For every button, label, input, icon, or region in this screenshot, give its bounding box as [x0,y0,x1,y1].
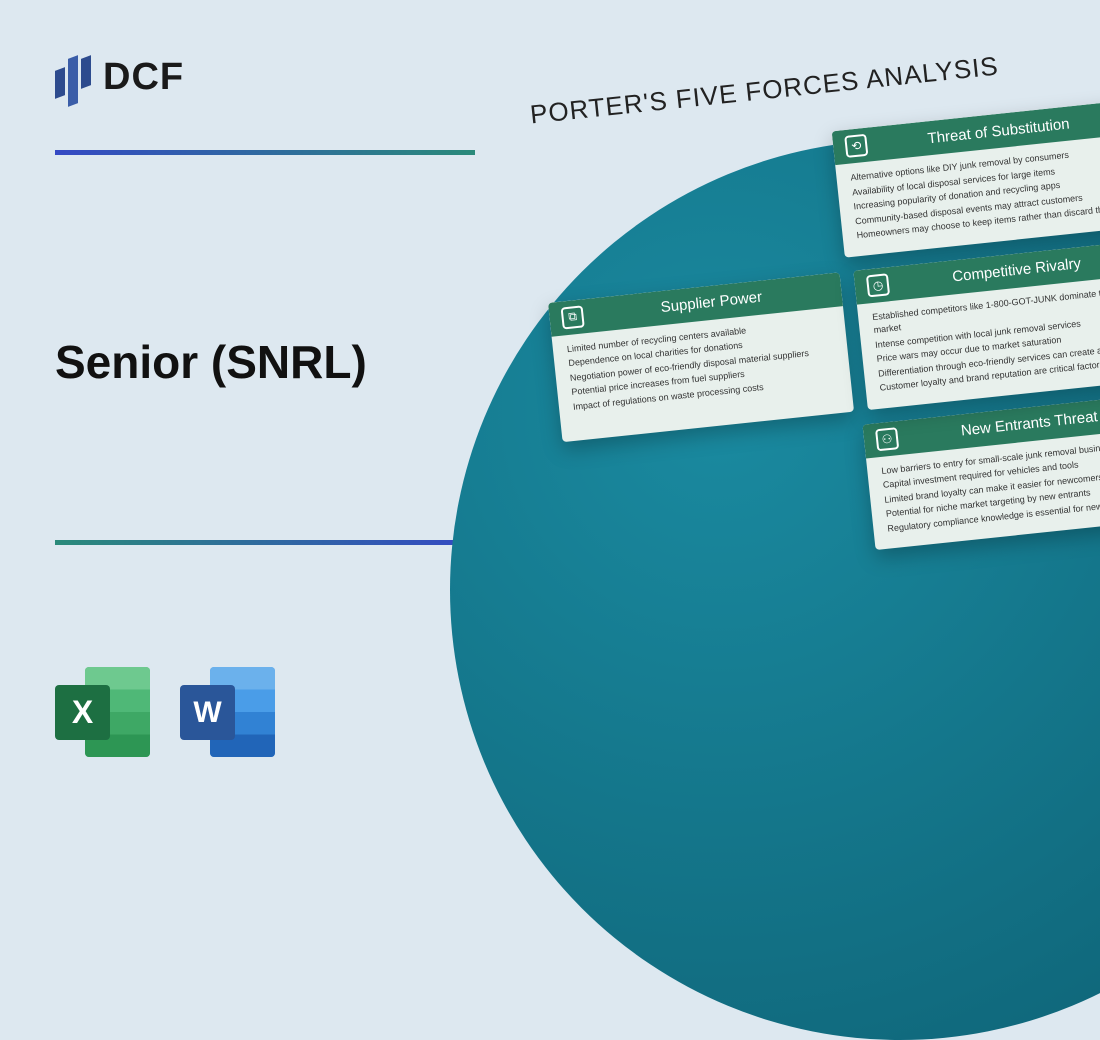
refresh-icon: ⟲ [844,134,868,158]
word-letter: W [180,685,235,740]
file-icons-row: X W [55,667,275,762]
users-icon: ⚇ [875,427,899,451]
clock-icon: ◷ [866,273,890,297]
divider-top [55,150,475,155]
link-icon: ⧉ [561,305,585,329]
card-rivalry: ◷ Competitive Rivalry Established compet… [853,240,1100,410]
divider-bottom [55,540,475,545]
analysis-heading: PORTER'S FIVE FORCES ANALYSIS [529,50,1000,130]
logo-bars-icon [55,50,91,105]
excel-icon[interactable]: X [55,667,150,762]
card-substitution: ⟲ Threat of Substitution Alternative opt… [832,100,1100,257]
logo: DCF [55,50,184,105]
card-supplier: ⧉ Supplier Power Limited number of recyc… [548,272,854,442]
page-title: Senior (SNRL) [55,335,367,389]
cards-container: ⟲ Threat of Substitution Alternative opt… [533,100,1100,595]
excel-letter: X [55,685,110,740]
logo-text: DCF [103,56,184,99]
word-icon[interactable]: W [180,667,275,762]
